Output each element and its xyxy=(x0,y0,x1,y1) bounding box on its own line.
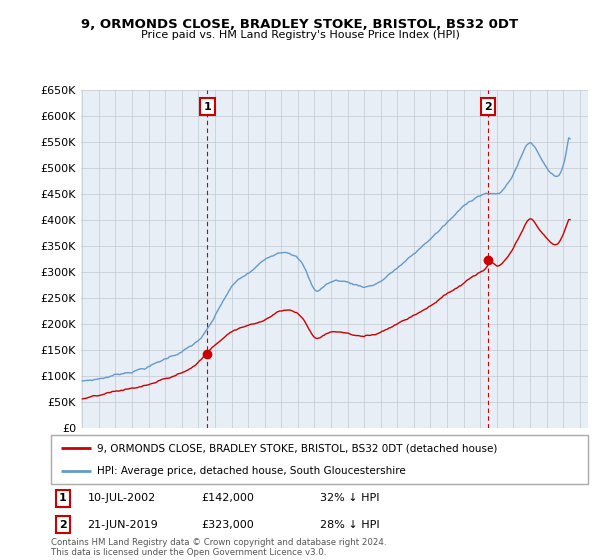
FancyBboxPatch shape xyxy=(51,435,588,484)
Text: 28% ↓ HPI: 28% ↓ HPI xyxy=(320,520,379,530)
Text: 1: 1 xyxy=(203,102,211,112)
Text: 10-JUL-2002: 10-JUL-2002 xyxy=(88,493,156,503)
Text: 9, ORMONDS CLOSE, BRADLEY STOKE, BRISTOL, BS32 0DT: 9, ORMONDS CLOSE, BRADLEY STOKE, BRISTOL… xyxy=(82,18,518,31)
Text: HPI: Average price, detached house, South Gloucestershire: HPI: Average price, detached house, Sout… xyxy=(97,466,406,476)
Text: 2: 2 xyxy=(484,102,492,112)
Text: 32% ↓ HPI: 32% ↓ HPI xyxy=(320,493,379,503)
Text: 1: 1 xyxy=(59,493,67,503)
Text: £323,000: £323,000 xyxy=(202,520,254,530)
Text: Price paid vs. HM Land Registry's House Price Index (HPI): Price paid vs. HM Land Registry's House … xyxy=(140,30,460,40)
Text: 9, ORMONDS CLOSE, BRADLEY STOKE, BRISTOL, BS32 0DT (detached house): 9, ORMONDS CLOSE, BRADLEY STOKE, BRISTOL… xyxy=(97,444,497,454)
Text: 2: 2 xyxy=(59,520,67,530)
Text: Contains HM Land Registry data © Crown copyright and database right 2024.
This d: Contains HM Land Registry data © Crown c… xyxy=(51,538,386,557)
Text: 21-JUN-2019: 21-JUN-2019 xyxy=(88,520,158,530)
Text: £142,000: £142,000 xyxy=(202,493,254,503)
